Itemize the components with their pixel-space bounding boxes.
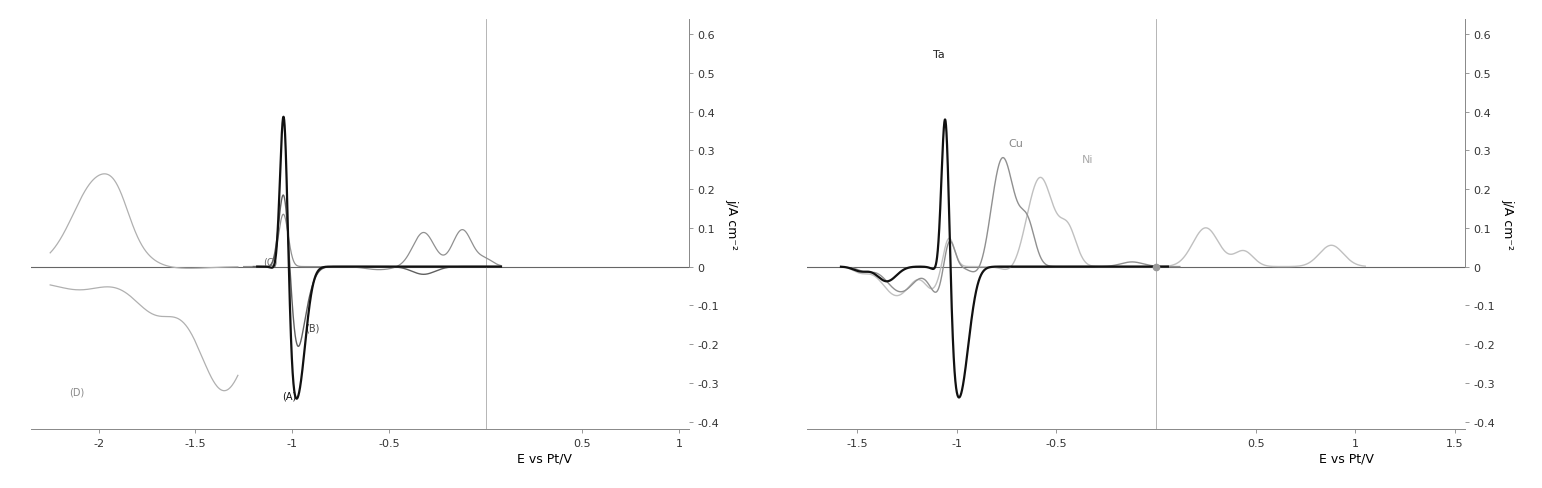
X-axis label: E vs Pt/V: E vs Pt/V [517, 452, 572, 465]
Text: (B): (B) [305, 323, 319, 333]
Text: (A): (A) [282, 390, 296, 401]
Text: Ta: Ta [933, 50, 944, 60]
Text: Ni: Ni [1082, 155, 1093, 164]
Text: (C): (C) [264, 257, 278, 267]
Y-axis label: j/A cm⁻²: j/A cm⁻² [1502, 199, 1514, 250]
Text: (D): (D) [69, 386, 85, 397]
Y-axis label: j/A cm⁻²: j/A cm⁻² [725, 199, 739, 250]
Text: Cu: Cu [1008, 139, 1024, 149]
X-axis label: E vs Pt/V: E vs Pt/V [1318, 452, 1374, 465]
